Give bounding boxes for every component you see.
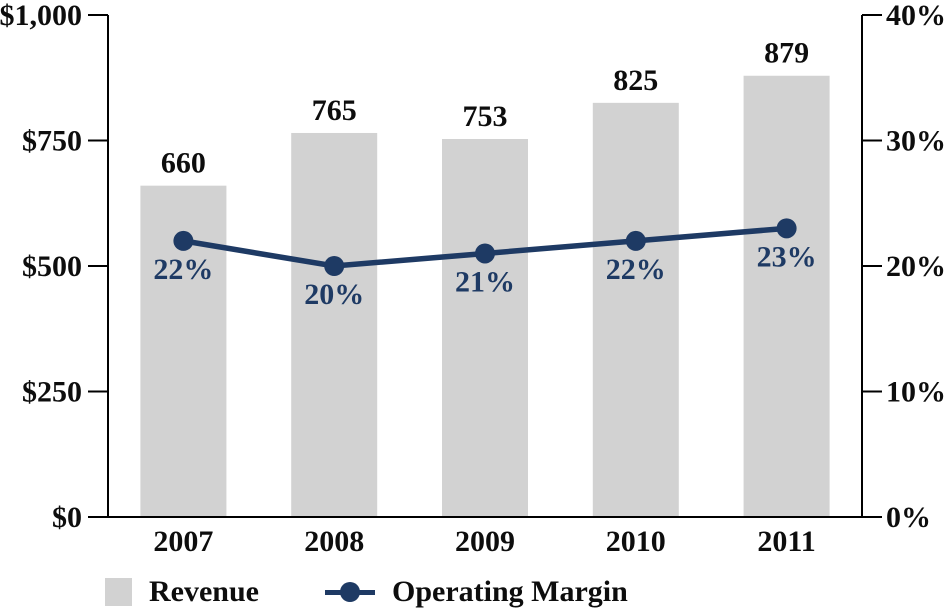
bar-2010 [592, 102, 679, 517]
line-marker-2008 [324, 256, 345, 276]
left-axis-tick-label-2: $500 [22, 250, 82, 283]
x-axis-label-2009: 2009 [455, 525, 515, 558]
operating-margin-line-icon [324, 582, 375, 602]
legend-line-dot [339, 582, 360, 602]
bar-2011 [743, 75, 830, 517]
left-axis-tick-label-4: $1,000 [0, 0, 82, 32]
right-axis-tick-label-2: 20% [886, 250, 945, 283]
line-marker-2011 [776, 218, 797, 239]
bar-value-label-2010: 825 [613, 64, 658, 97]
legend-label-revenue: Revenue [149, 575, 259, 608]
bar-value-label-2007: 660 [161, 147, 206, 180]
line-value-label-2009: 21% [455, 265, 515, 298]
legend-item-revenue: Revenue [105, 577, 259, 607]
line-marker-2007 [173, 230, 194, 251]
line-value-label-2011: 23% [757, 240, 817, 273]
line-value-label-2010: 22% [606, 253, 666, 286]
bar-2009 [442, 138, 528, 517]
legend-label-operating-margin: Operating Margin [391, 575, 628, 608]
bar-value-label-2008: 765 [312, 94, 357, 127]
bar-value-label-2009: 753 [463, 100, 508, 133]
x-axis-label-2011: 2011 [757, 525, 815, 558]
line-value-label-2007: 22% [153, 253, 213, 286]
left-axis-tick-label-0: $0 [52, 501, 82, 534]
right-axis-tick-label-1: 10% [886, 376, 945, 409]
right-axis-tick-label-0: 0% [886, 501, 931, 534]
revenue-swatch-icon [105, 578, 132, 606]
chart-legend: Revenue Operating Margin [105, 574, 628, 610]
bar-value-label-2011: 879 [764, 37, 809, 70]
legend-item-operating-margin: Operating Margin [324, 575, 628, 608]
x-axis-label-2008: 2008 [304, 525, 364, 558]
right-axis-tick-label-3: 30% [886, 125, 945, 158]
line-marker-2009 [475, 243, 495, 264]
bar-2008 [291, 132, 378, 517]
line-value-label-2008: 20% [304, 278, 364, 311]
line-marker-2010 [625, 230, 646, 251]
right-axis-tick-label-4: 40% [886, 0, 945, 32]
left-axis-tick-label-3: $750 [22, 125, 82, 158]
x-axis-label-2010: 2010 [606, 525, 666, 558]
x-axis-label-2007: 2007 [153, 525, 213, 558]
left-axis-tick-label-1: $250 [22, 376, 82, 409]
